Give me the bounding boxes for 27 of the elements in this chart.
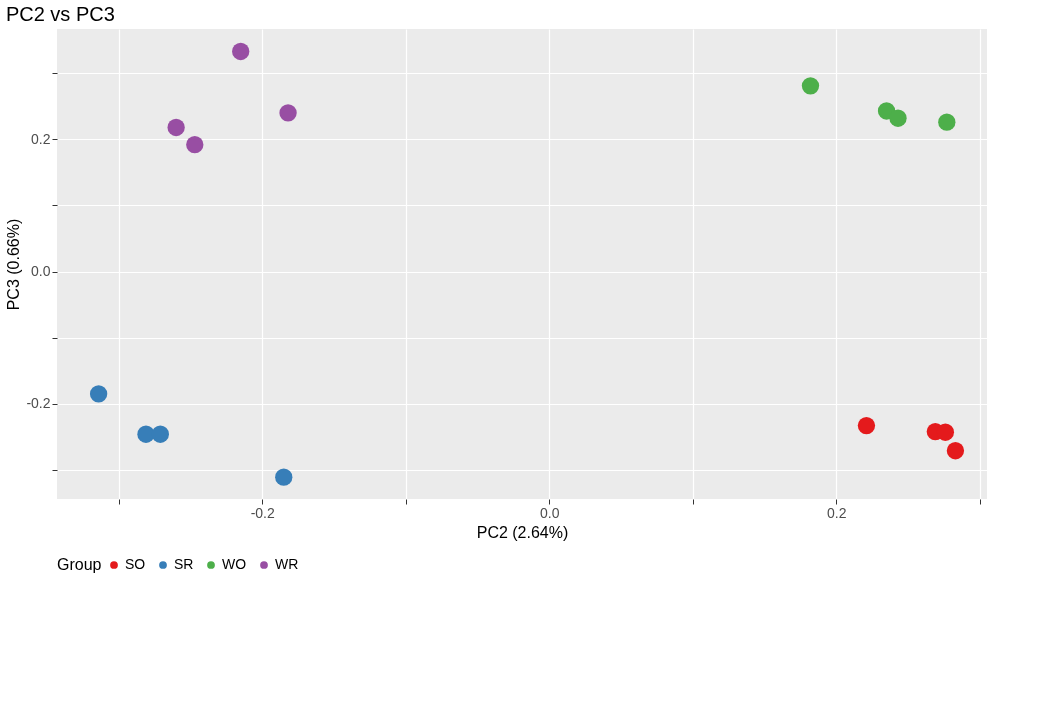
legend-label: SO	[125, 556, 146, 572]
point	[232, 42, 250, 61]
point	[279, 104, 297, 122]
legend-label: WO	[222, 556, 247, 572]
point	[167, 118, 185, 137]
x-tick-label: -0.2	[250, 504, 276, 521]
legend-label: WR	[275, 556, 299, 572]
x-axis-title: PC2 (2.64%)	[476, 523, 569, 541]
point	[186, 136, 204, 154]
y-tick-label: -0.2	[26, 395, 51, 412]
point	[801, 77, 820, 95]
point	[857, 416, 876, 435]
y-tick-label: 0.0	[31, 263, 51, 280]
y-axis-title: PC3 (0.66%)	[5, 218, 23, 311]
legend-label: SR	[174, 556, 194, 572]
point	[151, 425, 169, 443]
point	[275, 468, 293, 486]
y-tick-label: 0.2	[31, 130, 51, 147]
point	[938, 113, 956, 131]
point	[137, 425, 155, 443]
legend-title: Group	[57, 556, 102, 573]
x-tick-label: 0.0	[540, 504, 560, 521]
point	[889, 109, 907, 127]
chart-title: PC2 vs PC3	[5, 3, 115, 25]
point	[89, 385, 108, 403]
x-tick-label: 0.2	[827, 504, 847, 521]
point	[946, 442, 965, 460]
